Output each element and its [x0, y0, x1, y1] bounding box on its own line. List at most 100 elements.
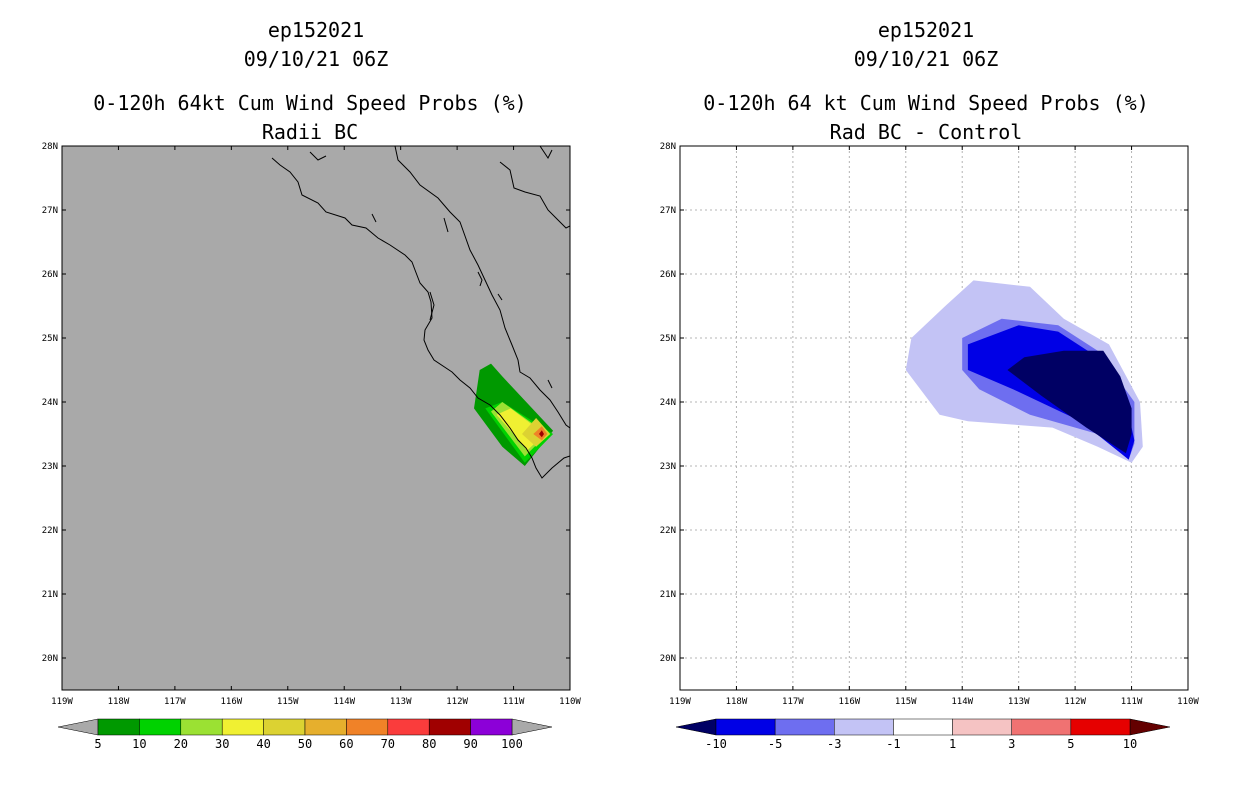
- right-colorbar: -10 -5 -3 -1 1 3 5 10: [675, 718, 1171, 751]
- colorbar-label: 40: [256, 737, 270, 751]
- y-tick-label: 28N: [660, 142, 676, 152]
- colorbar-swatch: [304, 718, 347, 736]
- colorbar-label: 50: [298, 737, 312, 751]
- colorbar-swatch: [263, 718, 306, 736]
- colorbar-under-arrow: [57, 718, 99, 736]
- colorbar-label: 30: [215, 737, 229, 751]
- contour-level-80: [539, 430, 544, 438]
- x-tick-label: 118W: [108, 697, 130, 707]
- x-tick-label: 110W: [1177, 697, 1199, 707]
- y-tick-label: 25N: [42, 334, 58, 344]
- left-datetime: 09/10/21 06Z: [244, 47, 389, 71]
- colorbar-swatch: [221, 718, 264, 736]
- left-chart-title: 0-120h 64kt Cum Wind Speed Probs (%): [93, 91, 526, 115]
- colorbar-swatch: [97, 718, 140, 736]
- colorbar-label: 1: [949, 737, 956, 751]
- y-tick-label: 27N: [42, 206, 58, 216]
- x-tick-label: 110W: [559, 697, 581, 707]
- colorbar-swatch: [428, 718, 471, 736]
- x-tick-label: 114W: [951, 697, 973, 707]
- colorbar-swatch: [715, 718, 776, 736]
- left-axes: 119W 118W 117W 116W 115W 114W 113W 112W 111W 110W…: [42, 142, 582, 707]
- x-tick-label: 117W: [164, 697, 186, 707]
- colorbar-swatch: [180, 718, 223, 736]
- colorbar-under-arrow: [675, 718, 717, 736]
- y-tick-label: 24N: [42, 398, 58, 408]
- right-gridlines: [680, 146, 1189, 690]
- x-tick-label: 112W: [446, 697, 468, 707]
- left-panel: ep152021 09/10/21 06Z 0-120h 64kt Cum Wi…: [42, 18, 582, 751]
- right-datetime: 09/10/21 06Z: [854, 47, 999, 71]
- x-tick-label: 111W: [503, 697, 525, 707]
- right-axes: 119W 118W 117W 116W 115W 114W 113W 112W 111W 110W…: [660, 142, 1200, 707]
- colorbar-swatch: [952, 718, 1012, 736]
- colorbar-label: -5: [768, 737, 782, 751]
- y-tick-label: 21N: [660, 590, 676, 600]
- colorbar-label: 5: [94, 737, 101, 751]
- x-tick-label: 116W: [838, 697, 860, 707]
- colorbar-label: 90: [463, 737, 477, 751]
- colorbar-label: 5: [1067, 737, 1074, 751]
- colorbar-swatch: [139, 718, 182, 736]
- x-tick-label: 113W: [390, 697, 412, 707]
- y-tick-label: 22N: [660, 526, 676, 536]
- left-coastline: [271, 146, 570, 479]
- x-tick-label: 113W: [1008, 697, 1030, 707]
- x-tick-label: 117W: [782, 697, 804, 707]
- y-tick-label: 24N: [660, 398, 676, 408]
- colorbar-label: 60: [339, 737, 353, 751]
- colorbar-swatch: [387, 718, 430, 736]
- y-tick-label: 27N: [660, 206, 676, 216]
- x-tick-label: 114W: [333, 697, 355, 707]
- colorbar-swatch: [470, 718, 513, 736]
- colorbar-swatch: [346, 718, 389, 736]
- right-chart-subtitle: Rad BC - Control: [830, 120, 1023, 144]
- right-panel: ep152021 09/10/21 06Z 0-120h 64 kt Cum W…: [660, 18, 1200, 751]
- x-tick-label: 115W: [895, 697, 917, 707]
- y-tick-label: 28N: [42, 142, 58, 152]
- colorbar-over-arrow: [511, 718, 553, 736]
- x-tick-label: 111W: [1121, 697, 1143, 707]
- left-colorbar: 5 10 20 30 40 50 60 70 80 90 100: [57, 718, 553, 751]
- colorbar-label: 10: [1123, 737, 1137, 751]
- colorbar-label: 3: [1008, 737, 1015, 751]
- colorbar-swatch: [893, 718, 953, 736]
- colorbar-label: -10: [705, 737, 727, 751]
- left-storm-id: ep152021: [268, 18, 364, 42]
- x-tick-label: 116W: [220, 697, 242, 707]
- left-chart-subtitle: Radii BC: [262, 120, 358, 144]
- colorbar-swatch: [1070, 718, 1131, 736]
- colorbar-label: 20: [174, 737, 188, 751]
- x-tick-label: 119W: [51, 697, 73, 707]
- left-map-frame: [61, 145, 571, 691]
- colorbar-swatch: [774, 718, 835, 736]
- y-tick-label: 20N: [660, 654, 676, 664]
- right-chart-title: 0-120h 64 kt Cum Wind Speed Probs (%): [703, 91, 1149, 115]
- y-tick-label: 26N: [42, 270, 58, 280]
- y-tick-label: 21N: [42, 590, 58, 600]
- y-tick-label: 25N: [660, 334, 676, 344]
- colorbar-swatch: [1011, 718, 1072, 736]
- right-storm-id: ep152021: [878, 18, 974, 42]
- colorbar-label: 100: [501, 737, 523, 751]
- y-tick-label: 22N: [42, 526, 58, 536]
- y-tick-label: 23N: [660, 462, 676, 472]
- y-tick-label: 20N: [42, 654, 58, 664]
- x-tick-label: 119W: [669, 697, 691, 707]
- colorbar-swatch: [834, 718, 894, 736]
- right-map-frame: [679, 145, 1189, 691]
- colorbar-label: 70: [381, 737, 395, 751]
- x-tick-label: 112W: [1064, 697, 1086, 707]
- right-difference-contours: [905, 280, 1143, 463]
- colorbar-label: -3: [827, 737, 841, 751]
- x-tick-label: 118W: [726, 697, 748, 707]
- colorbar-label: 10: [132, 737, 146, 751]
- y-tick-label: 26N: [660, 270, 676, 280]
- colorbar-label: 80: [422, 737, 436, 751]
- x-tick-label: 115W: [277, 697, 299, 707]
- colorbar-label: -1: [886, 737, 900, 751]
- contour-level-neg10: [1007, 350, 1132, 454]
- y-tick-label: 23N: [42, 462, 58, 472]
- colorbar-over-arrow: [1129, 718, 1171, 736]
